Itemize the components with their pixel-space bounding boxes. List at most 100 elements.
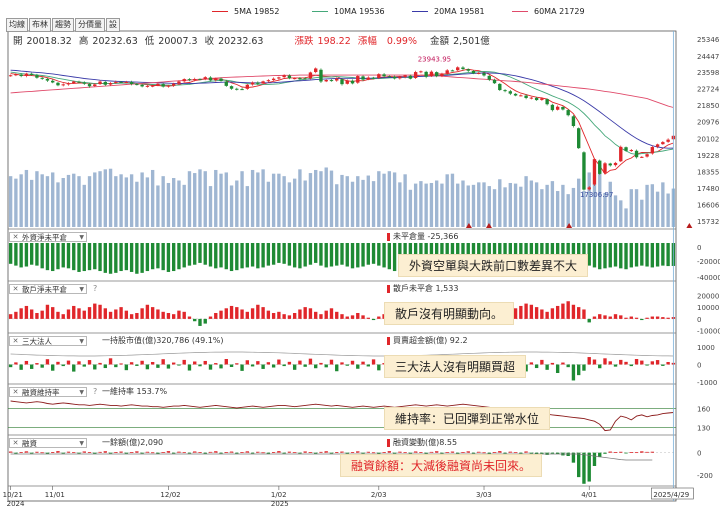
institutional-net-bar [371, 359, 376, 365]
volume-bar [29, 179, 34, 227]
candle-body [561, 106, 565, 110]
volume-bar [250, 169, 255, 227]
tab-trend[interactable]: 趨勢 [52, 18, 74, 32]
institutional-net-bar [166, 364, 171, 369]
close-icon[interactable]: ✕ [12, 232, 19, 241]
retail-oi-bar [161, 311, 165, 319]
volume-bar [608, 181, 612, 227]
price-tick-label: 19228 [697, 152, 719, 160]
close-icon[interactable]: ✕ [12, 336, 19, 345]
retail-oi-bar [619, 315, 623, 319]
institutional-net-bar [235, 363, 239, 365]
volume-bar [203, 171, 207, 227]
close-icon[interactable]: ✕ [12, 284, 19, 293]
candle-body [114, 81, 118, 83]
margin-change-bar [624, 452, 628, 454]
candle-body [477, 72, 481, 74]
candle-body [93, 84, 97, 87]
retail-oi-bar [193, 318, 197, 322]
event-marker [485, 223, 492, 228]
retail-oi-bar [598, 314, 602, 319]
help-icon[interactable]: ? [93, 387, 98, 396]
tab-volume-profile[interactable]: 分價量 [75, 18, 105, 32]
institutional-net-bar [51, 364, 55, 371]
volume-bar [24, 169, 29, 227]
volume-bar [655, 191, 660, 227]
margin-indicator-select[interactable]: ✕ 融資 ▼ [9, 437, 87, 448]
margin-change-bar [208, 451, 213, 453]
close-icon[interactable]: ✕ [12, 438, 19, 447]
candle-body [445, 70, 449, 74]
panel-tick-label: -40000 [697, 274, 720, 282]
retail-oi-bar [529, 304, 534, 319]
institutions-indicator-select[interactable]: ✕ 三大法人 ▼ [9, 335, 87, 346]
foreign-oi-bar [145, 243, 150, 272]
margin-change-bar [245, 451, 250, 453]
volume-bar [150, 169, 155, 227]
retail-oi-bar [329, 308, 334, 319]
foreign-oi-bar [203, 243, 207, 265]
foreign-indicator-select[interactable]: ✕ 外資淨未平倉 ▼ [9, 231, 87, 242]
tab-settings[interactable]: 設 [106, 18, 120, 32]
candle-body [382, 74, 386, 77]
retail-oi-bar [540, 309, 544, 319]
tab-bollinger[interactable]: 布林 [29, 18, 51, 32]
maintenance-indicator-select[interactable]: ✕ 融資維持率 ▼ [9, 386, 87, 397]
foreign-oi-bar [634, 243, 639, 267]
foreign-oi-bar [314, 243, 318, 263]
candle-body [24, 73, 29, 76]
volume-bar [466, 185, 470, 227]
retail-oi-bar [513, 308, 518, 319]
volume-bar [35, 171, 39, 227]
margin-change-bar [308, 452, 313, 453]
volume-bar [603, 192, 607, 227]
foreign-oi-bar [82, 243, 86, 272]
candle-body [492, 79, 497, 84]
margin-change-bar [29, 452, 34, 454]
retail-indicator-select[interactable]: ✕ 散戶淨未平倉 ▼ [9, 283, 87, 294]
institutional-net-bar [82, 364, 86, 367]
margin-change-bar [382, 452, 386, 453]
volume-bar [14, 178, 18, 227]
volume-bar [519, 186, 523, 227]
retail-oi-bar [14, 311, 18, 319]
retail-oi-bar [666, 317, 670, 319]
institutional-net-bar [203, 360, 207, 365]
close-icon[interactable]: ✕ [12, 387, 19, 396]
foreign-oi-bar [292, 243, 297, 268]
retail-oi-bar [114, 309, 118, 319]
retail-oi-bar [361, 315, 365, 319]
volume-bar [45, 176, 50, 227]
margin-change-bar [8, 451, 13, 453]
retail-oi-bar [198, 318, 202, 326]
legend-10ma-label: 10MA 19536 [334, 7, 385, 16]
open-label: 開 [13, 36, 23, 47]
retail-oi-bar [229, 305, 234, 319]
panel-tick-label: 10000 [697, 304, 719, 312]
margin-note: 融資餘額：大減後融資尚未回來。 [340, 454, 543, 477]
panel-tick-label: 0 [697, 450, 701, 458]
volume-bar [266, 181, 271, 227]
x-axis-label: 12/02 [160, 491, 180, 499]
institutional-net-bar [550, 362, 555, 365]
tab-ma[interactable]: 均線 [6, 18, 28, 32]
margin-change-bar [256, 451, 260, 453]
volume-bar [51, 172, 55, 227]
retail-oi-bar [219, 310, 223, 319]
margin-change-bar [129, 452, 134, 453]
foreign-oi-bar [250, 243, 255, 267]
candle-body [582, 152, 586, 190]
volume-bar [387, 171, 392, 227]
candle-body [245, 84, 250, 89]
volume-bar [492, 189, 497, 227]
indicator-tabbar: 均線 布林 趨勢 分價量 設 [6, 18, 120, 32]
x-axis-label: 2/03 [371, 491, 387, 499]
margin-panel-header: ✕ 融資 ▼ [9, 437, 87, 448]
help-icon[interactable]: ? [93, 284, 98, 293]
margin-change-bar [214, 451, 218, 453]
foreign-oi-bar [150, 243, 155, 270]
candle-body [19, 74, 23, 77]
institutional-net-bar [219, 364, 223, 369]
margin-change-bar [487, 452, 491, 454]
